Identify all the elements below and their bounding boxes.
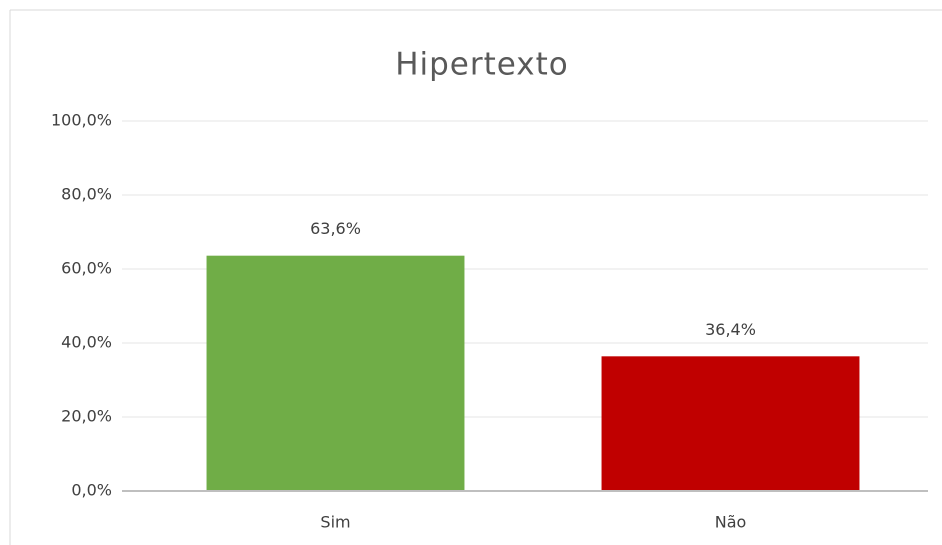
bar [206, 255, 465, 491]
y-tick-label: 60,0% [61, 259, 112, 278]
chart-title: Hipertexto [395, 47, 569, 83]
x-tick-label: Sim [320, 513, 350, 532]
y-tick-label: 40,0% [61, 333, 112, 352]
data-label: 63,6% [310, 219, 361, 238]
y-tick-label: 80,0% [61, 185, 112, 204]
y-tick-label: 100,0% [51, 111, 112, 130]
y-tick-label: 20,0% [61, 407, 112, 426]
y-tick-label: 0,0% [71, 481, 112, 500]
x-tick-label: Não [715, 513, 747, 532]
data-label: 36,4% [705, 320, 756, 339]
bar [601, 356, 860, 491]
